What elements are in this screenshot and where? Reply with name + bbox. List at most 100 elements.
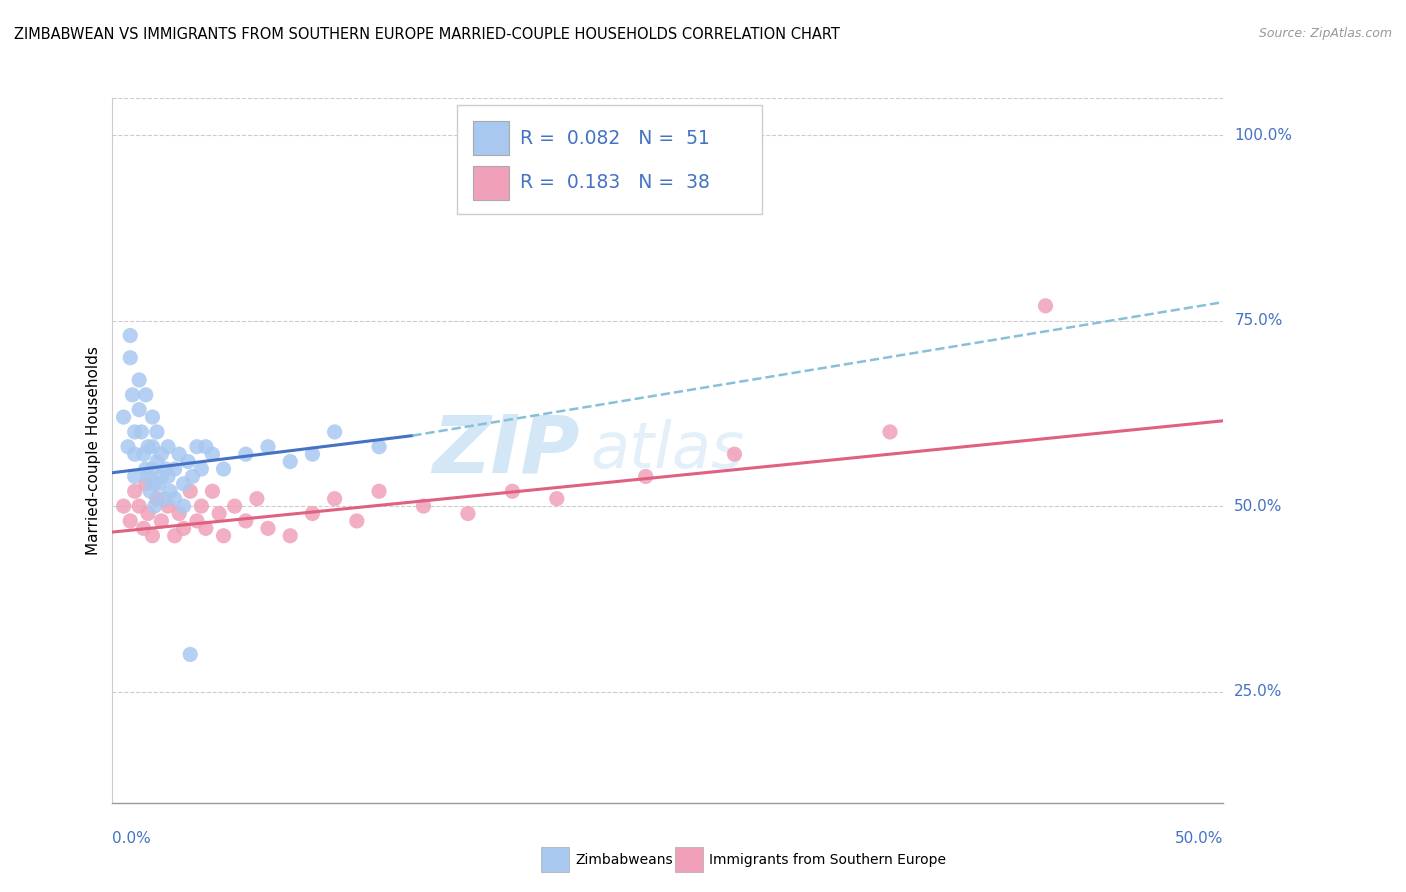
Point [112, 410, 135, 425]
Point [177, 454, 200, 468]
Point [194, 521, 217, 535]
Point [257, 440, 280, 454]
Point [179, 648, 201, 662]
Point [323, 491, 346, 506]
Text: 50.0%: 50.0% [1175, 830, 1223, 846]
Point [163, 462, 186, 476]
Text: Source: ZipAtlas.com: Source: ZipAtlas.com [1258, 27, 1392, 40]
Point [132, 447, 155, 461]
Point [141, 462, 163, 476]
Point [112, 499, 135, 513]
Point [224, 499, 246, 513]
Text: ZIP: ZIP [432, 411, 579, 490]
Point [141, 529, 163, 543]
Point [121, 388, 143, 402]
Point [163, 529, 186, 543]
Point [301, 507, 323, 521]
Point [208, 507, 231, 521]
Text: atlas: atlas [591, 419, 744, 482]
Point [152, 491, 174, 506]
Point [141, 410, 163, 425]
Point [212, 462, 235, 476]
Point [139, 484, 162, 499]
Point [141, 440, 163, 454]
Point [501, 484, 523, 499]
Point [194, 440, 217, 454]
FancyBboxPatch shape [457, 105, 762, 214]
Point [150, 447, 173, 461]
Point [159, 484, 181, 499]
FancyBboxPatch shape [474, 121, 509, 155]
Point [235, 447, 257, 461]
Text: R =  0.183   N =  38: R = 0.183 N = 38 [520, 173, 710, 192]
Point [120, 351, 142, 365]
Text: 100.0%: 100.0% [1234, 128, 1292, 143]
Point [257, 521, 280, 535]
Point [278, 529, 301, 543]
Point [368, 484, 391, 499]
Point [135, 388, 157, 402]
Point [186, 440, 208, 454]
Point [1035, 299, 1057, 313]
Point [167, 447, 190, 461]
Point [368, 440, 391, 454]
Text: Zimbabweans: Zimbabweans [575, 853, 672, 867]
Point [235, 514, 257, 528]
Point [634, 469, 657, 483]
Point [179, 484, 201, 499]
Point [128, 373, 150, 387]
Point [157, 469, 180, 483]
Text: Immigrants from Southern Europe: Immigrants from Southern Europe [709, 853, 946, 867]
Point [117, 440, 139, 454]
Point [879, 425, 901, 439]
Point [146, 454, 169, 468]
Point [412, 499, 434, 513]
Point [301, 447, 323, 461]
Point [173, 521, 195, 535]
Text: R =  0.082   N =  51: R = 0.082 N = 51 [520, 128, 710, 148]
Point [157, 499, 180, 513]
Point [186, 514, 208, 528]
Point [148, 476, 170, 491]
Point [155, 462, 177, 476]
Point [457, 507, 479, 521]
Y-axis label: Married-couple Households: Married-couple Households [86, 346, 101, 555]
Point [181, 469, 204, 483]
Point [173, 476, 195, 491]
Point [246, 491, 269, 506]
Point [120, 514, 142, 528]
Point [157, 440, 180, 454]
Point [128, 402, 150, 417]
Point [150, 514, 173, 528]
Point [135, 476, 157, 491]
Point [323, 425, 346, 439]
Point [143, 476, 166, 491]
Point [201, 447, 224, 461]
Point [163, 491, 186, 506]
Point [278, 454, 301, 468]
Point [136, 440, 159, 454]
Point [124, 447, 146, 461]
Point [124, 484, 146, 499]
Point [190, 499, 212, 513]
Text: ZIMBABWEAN VS IMMIGRANTS FROM SOUTHERN EUROPE MARRIED-COUPLE HOUSEHOLDS CORRELAT: ZIMBABWEAN VS IMMIGRANTS FROM SOUTHERN E… [14, 27, 839, 42]
Point [201, 484, 224, 499]
Point [146, 491, 169, 506]
Text: 75.0%: 75.0% [1234, 313, 1282, 328]
Text: 50.0%: 50.0% [1234, 499, 1282, 514]
Point [136, 507, 159, 521]
Text: 0.0%: 0.0% [112, 830, 152, 846]
Point [723, 447, 745, 461]
Point [120, 328, 142, 343]
Point [136, 469, 159, 483]
Point [124, 469, 146, 483]
Point [128, 499, 150, 513]
Point [150, 469, 173, 483]
Point [167, 507, 190, 521]
Point [190, 462, 212, 476]
Point [143, 499, 166, 513]
Point [212, 529, 235, 543]
Point [135, 462, 157, 476]
FancyBboxPatch shape [474, 166, 509, 200]
Point [146, 425, 169, 439]
